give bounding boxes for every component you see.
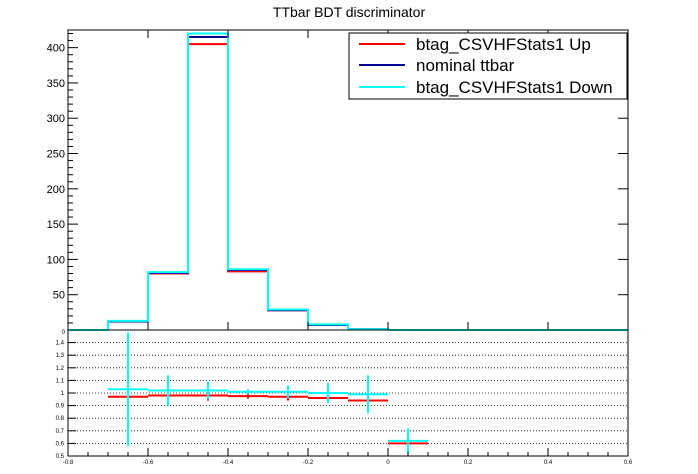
ratio-x-tick-label: -0.8 — [63, 460, 74, 466]
top-y-tick-label: 50 — [53, 290, 65, 302]
ratio-x-tick-label: 0.4 — [544, 460, 553, 466]
top-y-tick-label: 0 — [62, 330, 66, 336]
top-panel-y-axis: 0 50 100 150 200 250 300 350 400 — [47, 30, 629, 336]
legend-label-nominal: nominal ttbar — [416, 56, 515, 75]
ratio-y-tick-label: 0.6 — [56, 441, 65, 447]
ratio-y-tick-label: 0.8 — [56, 416, 65, 422]
ratio-x-tick-label: -0.2 — [303, 460, 314, 466]
top-y-tick-label: 200 — [47, 184, 65, 196]
ratio-y-tick-label: 0.5 — [56, 454, 65, 460]
top-y-tick-label: 100 — [47, 254, 65, 266]
top-y-tick-label: 300 — [47, 113, 65, 125]
ratio-x-tick-label: 0 — [386, 460, 390, 466]
top-y-tick-label: 400 — [47, 43, 65, 55]
ratio-y-tick-label: 1.3 — [56, 353, 65, 359]
top-y-tick-label: 350 — [47, 78, 65, 90]
ratio-x-tick-label: -0.6 — [143, 460, 154, 466]
ratio-panel-grid — [68, 342, 628, 444]
chart-title: TTbar BDT discriminator — [273, 4, 426, 20]
legend-label-down: btag_CSVHFStats1 Down — [416, 78, 613, 97]
ratio-panel-axes: 0.5 0.6 0.7 0.8 0.9 1 1.1 1.2 1.3 1.4 -0.8 -0.6 -0.4… — [56, 341, 633, 466]
ratio-y-tick-label: 1.2 — [56, 366, 65, 372]
ratio-x-tick-label: -0.4 — [223, 460, 234, 466]
ratio-y-tick-label: 1.4 — [56, 341, 65, 347]
ratio-panel-series — [108, 332, 428, 454]
ratio-y-tick-label: 0.7 — [56, 429, 65, 435]
legend-label-up: btag_CSVHFStats1 Up — [416, 35, 591, 54]
legend: btag_CSVHFStats1 Up nominal ttbar btag_C… — [348, 32, 628, 100]
ratio-y-tick-label: 0.9 — [56, 404, 65, 410]
ratio-x-tick-label: 0.6 — [624, 460, 633, 466]
top-y-tick-label: 150 — [47, 219, 65, 231]
ratio-y-tick-label: 1 — [61, 391, 65, 397]
top-y-tick-label: 250 — [47, 149, 65, 161]
ratio-y-tick-label: 1.1 — [56, 378, 65, 384]
ratio-x-tick-label: 0.2 — [464, 460, 473, 466]
